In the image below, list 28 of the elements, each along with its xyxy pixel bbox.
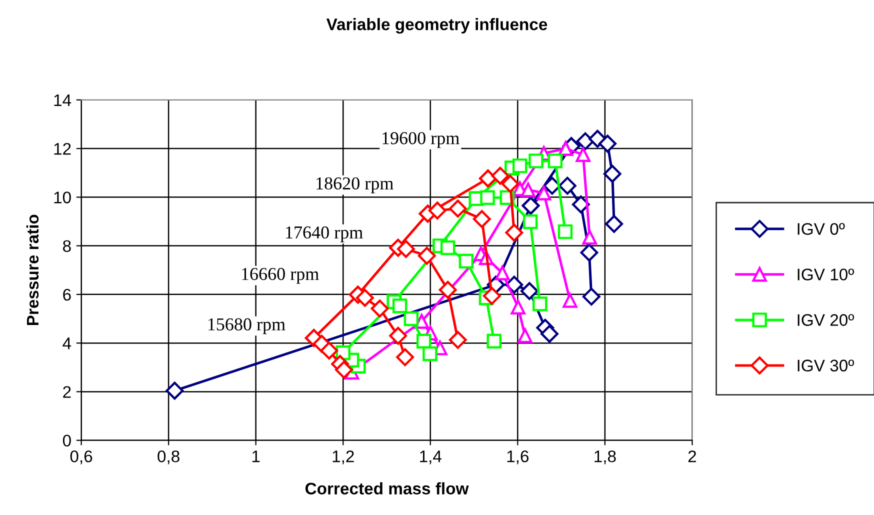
- x-tick-label: 1,4: [420, 450, 442, 464]
- y-tick-label: 10: [54, 192, 71, 204]
- annotation: 18620 rpm: [316, 177, 394, 194]
- legend-label: IGV 0º: [798, 223, 845, 235]
- y-tick-label: 0: [62, 434, 71, 447]
- y-tick-label: 6: [63, 288, 71, 301]
- y-tick-label: 4: [62, 338, 72, 350]
- y-tick-label: 8: [63, 240, 71, 252]
- annotation: 19600 rpm: [382, 132, 460, 148]
- y-tick-label: 14: [54, 94, 72, 106]
- x-axis-title: Corrected mass flow: [305, 482, 469, 494]
- x-tick-label: 1,6: [507, 450, 529, 464]
- chart-title: Variable geometry influence: [326, 18, 548, 34]
- x-tick-label: 1,8: [594, 450, 616, 464]
- legend-label: IGV 20º: [798, 314, 854, 326]
- y-axis-title: Pressure ratio: [26, 214, 39, 326]
- legend-label: IGV 10º: [798, 268, 854, 280]
- x-tick-label: 1,2: [332, 450, 354, 464]
- y-tick-label: 12: [54, 142, 71, 155]
- legend-label: IGV 30º: [798, 360, 854, 372]
- x-tick-label: 0,6: [70, 450, 92, 464]
- y-tick-label: 2: [63, 386, 71, 398]
- x-tick-label: 0,8: [158, 450, 180, 464]
- x-tick-label: 1: [252, 450, 260, 462]
- x-tick-label: 2: [688, 450, 696, 462]
- annotation: 17640 rpm: [286, 226, 363, 242]
- annotation: 16660 rpm: [242, 268, 319, 284]
- annotation: 15680 rpm: [208, 318, 286, 334]
